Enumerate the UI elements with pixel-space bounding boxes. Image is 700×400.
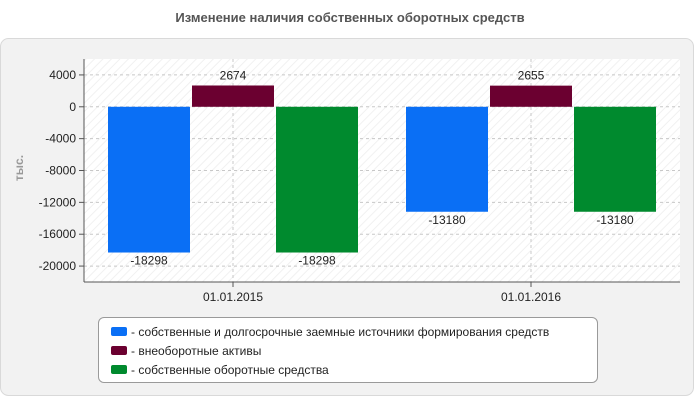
legend-item: - внеоборотные активы xyxy=(111,341,597,360)
x-tick-label: 01.01.2016 xyxy=(501,290,561,304)
y-tick-label: 4000 xyxy=(49,68,76,82)
data-label: 2655 xyxy=(518,69,545,83)
legend-label: - внеоборотные активы xyxy=(131,343,262,358)
data-label: -18298 xyxy=(298,254,336,268)
legend-label: - собственные и долгосрочные заемные ист… xyxy=(131,324,550,339)
legend-swatch xyxy=(111,327,127,336)
x-tick-label: 01.01.2015 xyxy=(203,290,263,304)
y-tick-label: -8000 xyxy=(45,164,76,178)
y-tick-label: 0 xyxy=(69,100,76,114)
bar xyxy=(490,85,572,107)
y-tick-label: -16000 xyxy=(39,227,77,241)
bar xyxy=(406,106,488,212)
data-label: -13180 xyxy=(428,213,466,227)
bar xyxy=(108,106,190,253)
data-label: -18298 xyxy=(130,254,168,268)
legend-label: - собственные оборотные средства xyxy=(131,362,329,377)
bar xyxy=(574,106,656,212)
legend-item: - собственные оборотные средства xyxy=(111,360,597,379)
y-axis-label: тыс. xyxy=(12,155,26,181)
y-tick-label: -20000 xyxy=(39,259,77,273)
chart-title: Изменение наличия собственных оборотных … xyxy=(175,10,525,25)
legend-swatch xyxy=(111,365,127,374)
data-label: 2674 xyxy=(220,68,247,82)
y-tick-label: -4000 xyxy=(45,132,76,146)
legend: - собственные и долгосрочные заемные ист… xyxy=(98,317,598,383)
legend-item: - собственные и долгосрочные заемные ист… xyxy=(111,322,597,341)
bar xyxy=(192,85,274,107)
legend-swatch xyxy=(111,346,127,355)
bar xyxy=(276,106,358,253)
data-label: -13180 xyxy=(596,213,634,227)
y-tick-label: -12000 xyxy=(39,195,77,209)
